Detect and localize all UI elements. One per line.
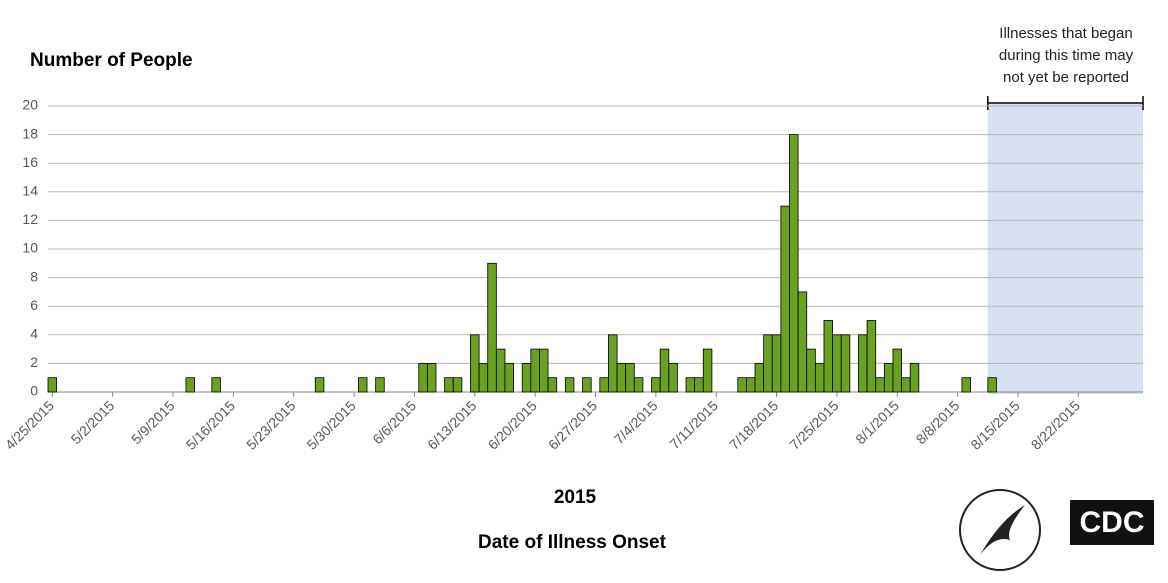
logo-ring — [959, 489, 1041, 571]
bar — [582, 377, 592, 393]
x-tick-label: 7/18/2015 — [726, 397, 782, 453]
bar — [357, 377, 368, 393]
bar — [211, 377, 221, 393]
bar — [789, 134, 799, 393]
bar — [470, 334, 480, 393]
bar — [521, 362, 532, 393]
bar — [987, 377, 997, 393]
chart-subtitle: 2015 — [554, 487, 597, 508]
x-tick-label: 5/23/2015 — [243, 397, 299, 453]
bar — [858, 334, 868, 393]
bar — [651, 377, 661, 393]
bar — [314, 377, 325, 393]
bar — [823, 320, 834, 393]
bar — [452, 377, 463, 393]
bar — [495, 348, 506, 393]
y-tick-label: 4 — [30, 326, 38, 342]
bar — [771, 334, 782, 393]
bar — [625, 362, 635, 393]
bar — [763, 334, 773, 393]
bar — [616, 362, 627, 393]
bar — [608, 334, 618, 393]
bar — [901, 377, 911, 393]
hhs-logo — [959, 489, 1041, 571]
bar — [599, 377, 609, 393]
y-tick-label: 6 — [30, 297, 38, 313]
bar — [832, 334, 842, 393]
bar — [892, 348, 902, 393]
x-tick-label: 6/20/2015 — [485, 397, 541, 453]
x-tick-label: 8/15/2015 — [967, 397, 1023, 453]
bar — [418, 362, 428, 393]
bar — [806, 348, 816, 393]
y-tick-label: 8 — [30, 268, 38, 284]
shade-group — [987, 96, 1144, 394]
bar — [797, 291, 808, 393]
bar — [780, 205, 790, 393]
plot: 0 2 4 6 8 10 12 14 16 18 20 4/25/2015 5/2/2015 5/9/20… — [2, 97, 1143, 453]
annotation: Illnesses that began during this time may… — [999, 25, 1134, 86]
bar — [47, 377, 58, 393]
bar — [539, 348, 549, 393]
x-tick-label: 8/1/2015 — [852, 397, 902, 447]
x-tick-label: 6/27/2015 — [545, 397, 601, 453]
x-tick-label: 6/13/2015 — [424, 397, 480, 453]
x-tick-label: 6/6/2015 — [369, 397, 419, 447]
chart-title: Number of People — [30, 50, 193, 71]
bar — [866, 320, 877, 393]
bar — [185, 377, 195, 393]
bar — [375, 377, 385, 393]
x-tick-label: 5/2/2015 — [68, 397, 118, 447]
bar — [668, 362, 678, 393]
bar — [426, 362, 437, 393]
x-tick-label: 8/22/2015 — [1028, 397, 1084, 453]
x-tick-label: 7/4/2015 — [611, 397, 661, 447]
logo-box — [1070, 500, 1154, 545]
bar — [737, 377, 747, 393]
bar — [814, 362, 825, 393]
x-tick-label: 4/25/2015 — [2, 397, 58, 453]
bar — [487, 262, 497, 393]
bar — [633, 377, 644, 393]
bar — [961, 377, 971, 393]
bar — [444, 377, 454, 393]
x-tick-label: 7/11/2015 — [666, 397, 721, 452]
x-tick-label: 5/30/2015 — [303, 397, 359, 453]
annotation-line: during this time may — [999, 47, 1134, 64]
bar — [909, 362, 920, 393]
bar — [564, 377, 575, 393]
x-tick-label: 5/16/2015 — [183, 397, 239, 453]
bar — [702, 348, 713, 393]
bar — [478, 362, 489, 393]
bar — [694, 377, 704, 393]
bar — [754, 362, 765, 393]
y-tick-label: 16 — [22, 154, 38, 170]
y-tick-label: 10 — [22, 240, 38, 256]
x-tick-label: 8/8/2015 — [913, 397, 963, 447]
bar — [875, 377, 885, 393]
bar — [840, 334, 851, 393]
y-tick-label: 20 — [22, 97, 38, 113]
x-tick-label: 7/25/2015 — [786, 397, 842, 453]
bar — [659, 348, 670, 393]
bar — [745, 377, 756, 393]
cdc-logo: CDC — [1070, 500, 1154, 545]
y-tick-label: 14 — [22, 183, 38, 199]
x-tick-label: 5/9/2015 — [128, 397, 178, 447]
y-tick-label: 2 — [30, 354, 38, 370]
annotation-line: Illnesses that began — [999, 25, 1132, 42]
annotation-line: not yet be reported — [1003, 69, 1129, 86]
bar — [547, 377, 558, 393]
y-tick-label: 18 — [22, 125, 38, 141]
y-tick-label: 12 — [22, 211, 38, 227]
bar — [883, 362, 894, 393]
bar — [685, 377, 696, 393]
bar — [504, 362, 514, 393]
bar — [530, 348, 540, 393]
logo-eagle — [980, 505, 1025, 555]
logo-text: CDC — [1080, 506, 1145, 539]
y-tick-label: 0 — [30, 383, 38, 399]
x-axis-title: Date of Illness Onset — [478, 532, 667, 553]
